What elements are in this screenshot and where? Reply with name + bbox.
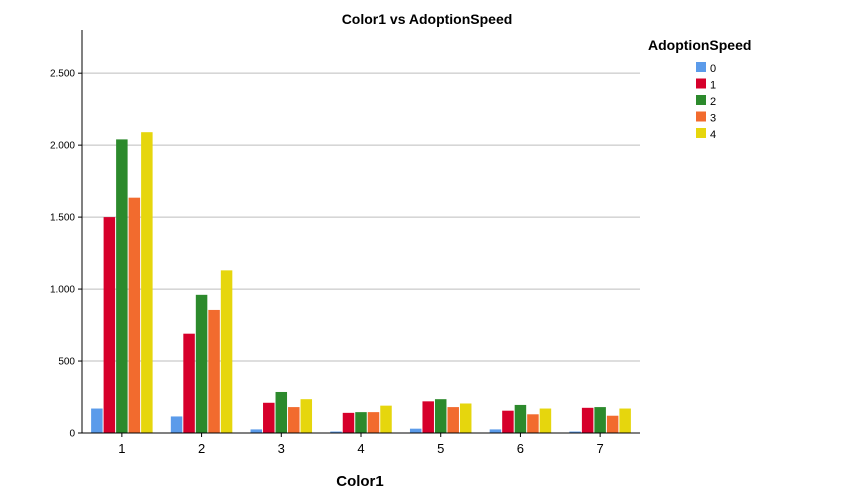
- x-tick-label: 6: [517, 441, 524, 456]
- y-tick-label: 2.000: [50, 141, 75, 152]
- bar-cat3-speed0: [250, 429, 263, 433]
- y-tick-label: 1.500: [50, 213, 75, 224]
- x-tick-label: 7: [597, 441, 604, 456]
- bar-cat2-speed0: [170, 416, 183, 433]
- x-tick-label: 5: [437, 441, 444, 456]
- bar-cat6-speed4: [539, 408, 552, 433]
- legend-swatch-3: [696, 111, 706, 122]
- x-tick-label: 1: [118, 441, 125, 456]
- bar-cat1-speed2: [116, 139, 128, 433]
- legend-label-3: 3: [710, 113, 716, 125]
- bar-cat4-speed2: [355, 412, 367, 433]
- bar-cat2-speed2: [195, 294, 208, 433]
- x-tick-label: 3: [278, 441, 285, 456]
- bar-cat6-speed2: [514, 404, 527, 433]
- bar-cat1-speed0: [91, 408, 103, 433]
- legend-swatch-4: [696, 128, 706, 138]
- bar-cat3-speed3: [288, 407, 300, 433]
- legend-label-4: 4: [710, 129, 716, 141]
- bar-cat2-speed3: [208, 309, 220, 433]
- legend-swatch-2: [696, 95, 706, 105]
- legend-label-2: 2: [710, 96, 716, 108]
- bar-cat3-speed4: [300, 399, 313, 433]
- x-tick-label: 4: [357, 441, 364, 456]
- y-tick-labels: 0 500 1.000 1.500 2.000 2.500: [50, 69, 82, 440]
- y-tick-label: 500: [58, 357, 75, 368]
- bar-cat6-speed1: [502, 410, 514, 433]
- chart-title: Color1 vs AdoptionSpeed: [342, 11, 513, 27]
- legend-label-1: 1: [710, 80, 716, 92]
- bar-cat2-speed1: [183, 333, 195, 433]
- bar-cat4-speed3: [367, 412, 380, 433]
- bar-cat4-speed4: [380, 405, 392, 433]
- legend-swatch-0: [696, 62, 706, 72]
- bar-cat2-speed4: [220, 270, 233, 433]
- legend-title: AdoptionSpeed: [648, 37, 751, 53]
- bar-cat5-speed1: [422, 401, 434, 433]
- y-tick-label: 1.000: [50, 285, 75, 296]
- bar-cat7-speed0: [569, 431, 581, 433]
- bar-cat1-speed4: [141, 132, 153, 434]
- bar-cat1-speed3: [128, 197, 141, 433]
- bar-cat3-speed2: [275, 391, 288, 433]
- bar-cat5-speed4: [459, 403, 472, 433]
- axes: [81, 30, 640, 434]
- bar-cat5-speed0: [409, 428, 422, 433]
- bar-cat5-speed3: [447, 407, 459, 433]
- y-tick-label: 2.500: [50, 69, 75, 80]
- bar-cat7-speed2: [594, 407, 606, 433]
- bar-cat4-speed0: [330, 431, 342, 433]
- bar-cat6-speed0: [489, 429, 502, 433]
- bar-cat7-speed3: [606, 415, 619, 433]
- bar-cat5-speed2: [434, 399, 447, 433]
- legend-swatch-1: [696, 78, 706, 89]
- bar-cat6-speed3: [527, 414, 539, 433]
- gridlines: [82, 72, 640, 362]
- bars: [91, 132, 631, 434]
- legend-label-0: 0: [710, 63, 716, 75]
- x-tick-labels: 1 2 3 4 5 6 7: [118, 433, 604, 456]
- legend: AdoptionSpeed 0 1 2 3 4: [648, 37, 751, 141]
- bar-cat4-speed1: [342, 412, 355, 433]
- x-axis-title: Color1: [336, 473, 384, 490]
- y-tick-label: 0: [69, 429, 75, 440]
- bar-cat7-speed4: [619, 408, 631, 433]
- bar-cat3-speed1: [263, 402, 275, 433]
- bar-cat7-speed1: [581, 407, 594, 433]
- x-tick-label: 2: [198, 441, 205, 456]
- bar-cat1-speed1: [103, 217, 116, 433]
